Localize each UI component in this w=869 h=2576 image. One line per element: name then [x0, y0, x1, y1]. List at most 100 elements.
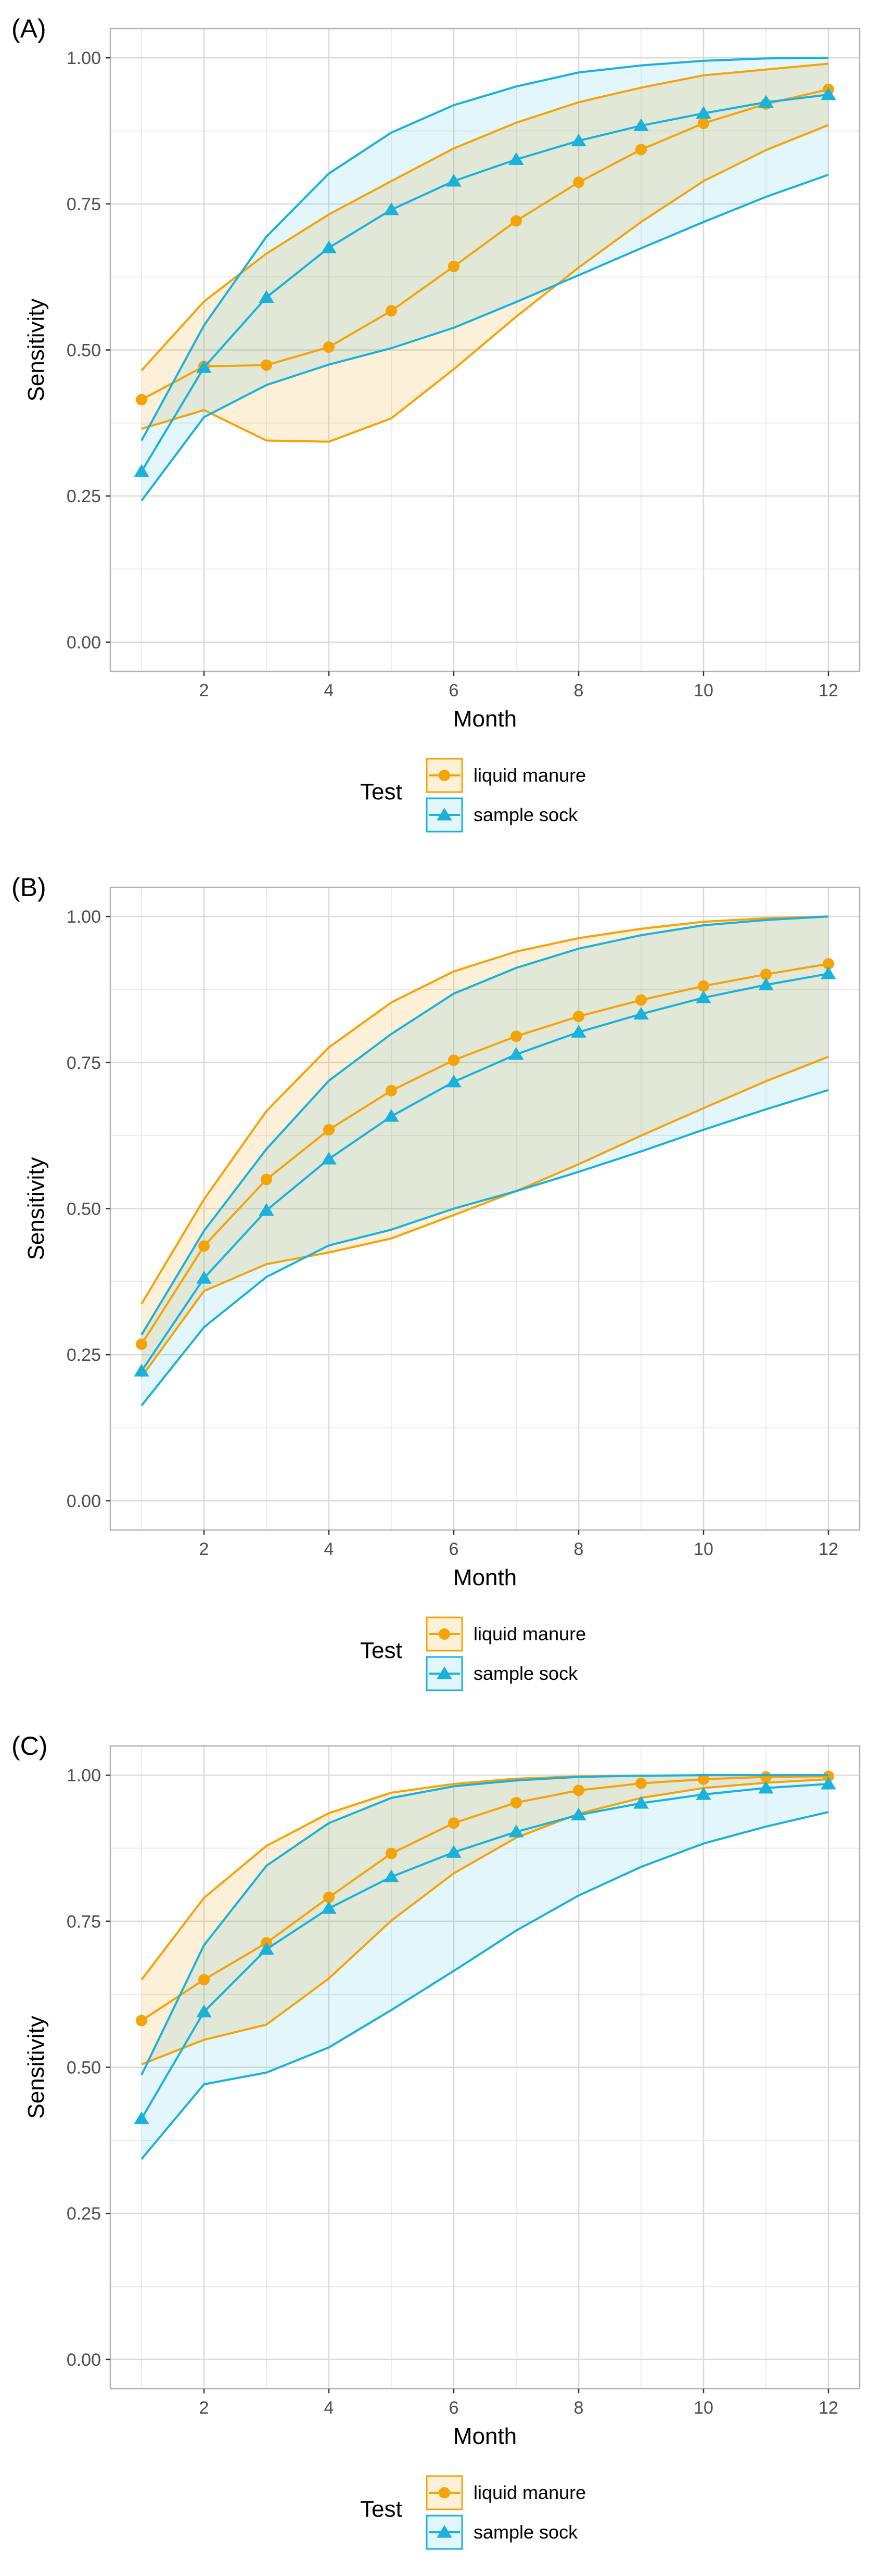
data-point — [510, 215, 522, 227]
data-point — [821, 966, 836, 979]
series-line — [140, 963, 829, 1345]
band-upper-line — [140, 62, 829, 372]
data-point — [196, 1271, 212, 1284]
data-point — [136, 393, 147, 405]
y-tick-label: 0.00 — [67, 2350, 101, 2370]
series-line — [140, 93, 829, 473]
major-gridlines — [110, 29, 860, 671]
data-point — [698, 117, 709, 129]
series-line — [140, 973, 829, 1372]
legend: Test liquid manure sample sock — [360, 2475, 586, 2550]
confidence-bands — [142, 1775, 828, 2159]
x-axis-title: Month — [453, 2424, 517, 2449]
data-point — [321, 1901, 337, 1914]
band-lower-line — [140, 1089, 829, 1407]
data-point — [134, 464, 149, 477]
x-tick-label: 10 — [694, 2398, 713, 2418]
y-axis-title: Sensitivity — [23, 2016, 49, 2119]
x-tick-label: 6 — [449, 1539, 459, 1559]
data-point — [384, 202, 399, 215]
x-tick-label: 8 — [574, 1539, 584, 1559]
x-tick-label: 10 — [694, 681, 713, 700]
panel-label: (C) — [11, 1731, 47, 1761]
data-point — [633, 1796, 649, 1809]
legend-label: liquid manure — [474, 1623, 586, 1644]
x-tick-label: 4 — [324, 681, 334, 700]
legend-label: sample sock — [474, 804, 578, 825]
data-point — [386, 305, 397, 317]
data-point — [446, 1074, 462, 1088]
legend-key-marker — [437, 2525, 452, 2538]
legend-key-marker — [439, 770, 450, 781]
data-point — [323, 1124, 335, 1136]
data-point — [261, 359, 272, 371]
confidence-band-1 — [142, 58, 828, 501]
data-point — [136, 2014, 147, 2026]
legend-label: liquid manure — [474, 764, 586, 786]
y-tick-label: 0.00 — [67, 633, 101, 653]
x-tick-label: 8 — [574, 2398, 584, 2418]
series-liquid-manure — [136, 1770, 834, 2065]
data-point — [386, 1085, 397, 1096]
band-upper-line — [140, 1774, 828, 2075]
data-point — [823, 1770, 834, 1782]
data-point — [510, 1796, 522, 1808]
confidence-band-1 — [142, 1775, 828, 2159]
data-point — [448, 260, 459, 272]
band-lower-line — [140, 173, 829, 502]
y-tick-label: 0.25 — [67, 1345, 101, 1365]
data-point — [259, 1942, 274, 1955]
data-point — [510, 1030, 522, 1042]
data-point — [635, 994, 647, 1006]
data-point — [571, 1807, 586, 1820]
chart-svg: (C) 0.00 0.25 0.50 0.75 1.00 2 4 6 8 10 12 Month Sens… — [11, 1731, 861, 2550]
data-point — [321, 1152, 337, 1165]
data-point — [823, 958, 834, 970]
data-point — [386, 1847, 397, 1859]
y-tick-label: 0.75 — [67, 1053, 101, 1073]
data-point — [323, 341, 335, 353]
panel-label: (A) — [11, 14, 46, 43]
legend-label: liquid manure — [474, 2482, 586, 2503]
legend-item: liquid manure — [426, 2475, 586, 2510]
legend-title: Test — [360, 2496, 402, 2522]
chart-svg: (B) 0.00 0.25 0.50 0.75 1.00 2 4 6 8 10 12 Month Sens… — [11, 873, 861, 1691]
y-tick-label: 0.25 — [67, 2204, 101, 2224]
x-tick-label: 10 — [694, 1539, 713, 1559]
data-point — [198, 1974, 210, 1986]
data-point — [635, 1777, 647, 1789]
y-tick-label: 0.50 — [67, 341, 101, 361]
x-tick-label: 2 — [199, 2398, 209, 2418]
data-point — [698, 1773, 709, 1785]
band-lower-line — [141, 1778, 829, 2065]
legend-item: sample sock — [426, 1656, 578, 1691]
legend-item: sample sock — [426, 2515, 578, 2550]
data-point — [448, 1817, 459, 1829]
data-point — [259, 290, 274, 303]
data-point — [758, 95, 774, 108]
x-tick-label: 2 — [199, 1539, 209, 1559]
data-point — [696, 106, 711, 119]
data-point — [696, 1787, 711, 1800]
series-line — [141, 88, 829, 401]
data-point — [134, 2111, 149, 2124]
band-upper-line — [140, 915, 829, 1305]
data-point — [134, 1363, 149, 1377]
legend-item: liquid manure — [426, 758, 586, 793]
data-point — [821, 87, 836, 100]
y-tick-label: 0.75 — [67, 195, 101, 214]
series-liquid-manure — [136, 915, 834, 1378]
x-tick-label: 4 — [324, 2398, 334, 2418]
confidence-band-0 — [142, 63, 828, 442]
x-tick-label: 12 — [819, 681, 838, 700]
y-tick-label: 1.00 — [67, 1766, 101, 1786]
legend-item: sample sock — [426, 797, 578, 833]
legend-label: sample sock — [474, 1663, 578, 1684]
chart-panel-a: (A) 0.00 0.25 0.50 0.75 1.00 2 4 6 8 10 12 Month Sens… — [0, 0, 869, 859]
x-tick-label: 8 — [574, 681, 584, 700]
series-line — [140, 1775, 829, 2022]
data-point — [635, 144, 647, 156]
confidence-bands — [142, 58, 828, 501]
data-point — [508, 152, 524, 165]
y-tick-label: 0.00 — [67, 1491, 101, 1511]
